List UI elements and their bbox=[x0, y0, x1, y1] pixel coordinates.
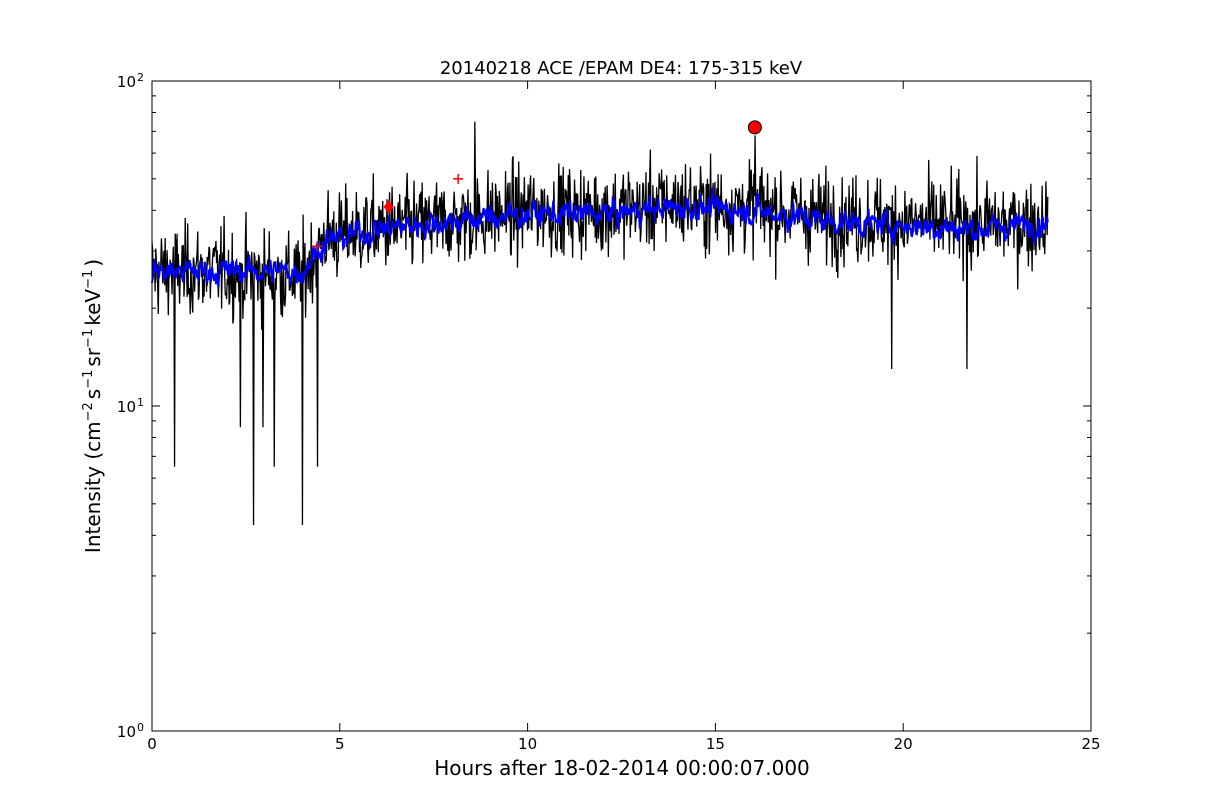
chart-title: 20140218 ACE /EPAM DE4: 175-315 keV bbox=[440, 58, 803, 79]
series-intensity-line bbox=[151, 121, 1049, 526]
x-tick-label: 10 bbox=[518, 735, 537, 753]
y-axis-label-prefix: Intensity (cm bbox=[81, 421, 105, 553]
y-axis-label-exp3: −1 bbox=[81, 329, 96, 348]
y-axis-label-suffix: ) bbox=[81, 259, 105, 267]
x-tick-label: 5 bbox=[335, 735, 345, 753]
y-axis-label-exp2: −1 bbox=[81, 370, 96, 389]
y-tick-label: 10 bbox=[117, 398, 136, 416]
y-tick-label-exponent: 1 bbox=[137, 396, 144, 409]
y-tick-label-exponent: 2 bbox=[137, 71, 144, 84]
marker-diamond bbox=[383, 199, 394, 214]
y-axis-label-exp1: −2 bbox=[81, 402, 96, 421]
x-tick-label: 20 bbox=[894, 735, 913, 753]
series-layer bbox=[151, 121, 1049, 526]
y-axis-label-exp4: −1 bbox=[81, 270, 96, 289]
marker-circle bbox=[747, 120, 762, 135]
plot-area bbox=[152, 81, 1091, 731]
y-axis-label: Intensity (cm−2s−1sr−1keV−1) bbox=[81, 259, 105, 553]
x-tick-label: 25 bbox=[1081, 735, 1100, 753]
y-tick-label: 10 bbox=[117, 73, 136, 91]
y-tick-label-exponent: 0 bbox=[137, 721, 144, 734]
y-axis-label-part2: s bbox=[81, 389, 105, 399]
x-axis-label: Hours after 18-02-2014 00:00:07.000 bbox=[434, 756, 810, 780]
marker-plus bbox=[453, 173, 464, 184]
marker-layer bbox=[312, 120, 762, 252]
x-tick-label: 15 bbox=[706, 735, 725, 753]
y-axis-label-part4: keV bbox=[81, 289, 105, 326]
y-axis-label-part3: sr bbox=[81, 347, 105, 366]
y-tick-label: 10 bbox=[117, 723, 136, 741]
marker-plus bbox=[312, 241, 323, 252]
series-smoothed-line bbox=[151, 187, 1049, 288]
x-tick-label: 0 bbox=[147, 735, 157, 753]
